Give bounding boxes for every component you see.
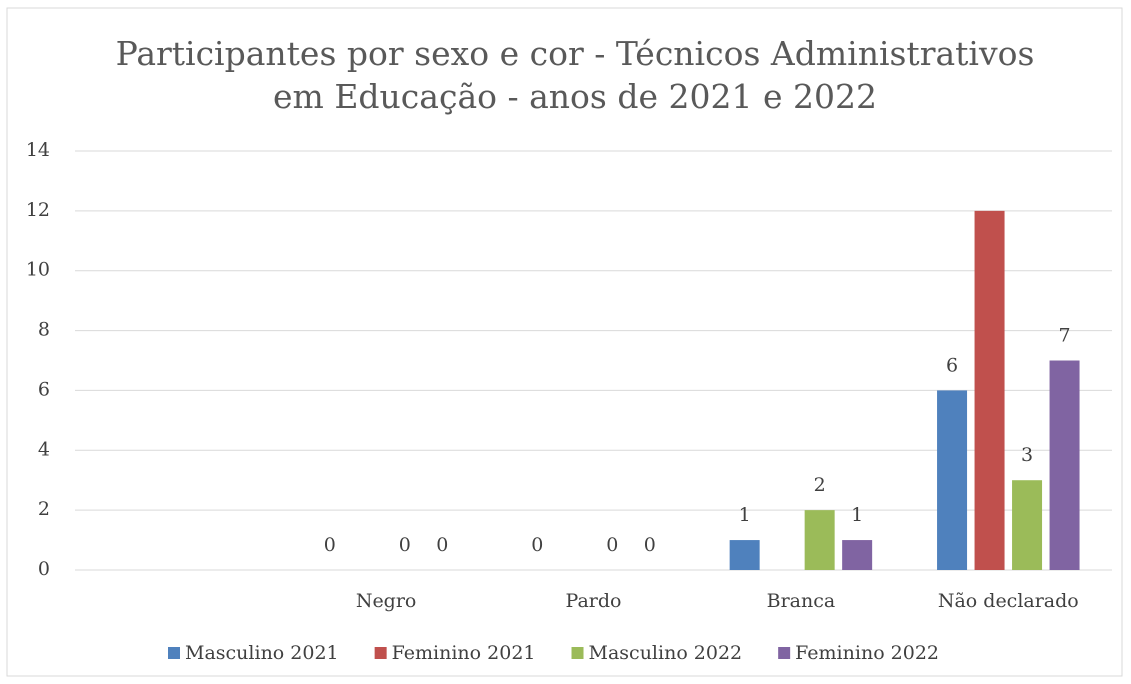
data-label: 3 bbox=[1021, 444, 1033, 466]
bar bbox=[729, 540, 760, 570]
x-tick-label: Pardo bbox=[566, 590, 622, 612]
legend-swatch bbox=[374, 647, 387, 659]
chart-border bbox=[6, 7, 1123, 677]
bar bbox=[804, 510, 835, 570]
x-tick-label: Negro bbox=[356, 590, 417, 612]
y-tick-label: 12 bbox=[26, 199, 50, 221]
bar bbox=[937, 390, 968, 570]
legend-swatch bbox=[778, 647, 791, 659]
legend-swatch bbox=[571, 647, 584, 659]
data-label: 0 bbox=[399, 534, 411, 556]
chart-title: Participantes por sexo e cor - Técnicos … bbox=[116, 34, 1035, 73]
data-label: 1 bbox=[851, 504, 863, 526]
data-label: 0 bbox=[531, 534, 543, 556]
x-tick-label: Não declarado bbox=[938, 590, 1079, 612]
data-label: 7 bbox=[1059, 325, 1071, 347]
data-label: 0 bbox=[606, 534, 618, 556]
x-tick-label: Branca bbox=[767, 590, 836, 612]
bar bbox=[974, 210, 1005, 570]
legend-label: Masculino 2022 bbox=[589, 642, 743, 664]
y-tick-label: 0 bbox=[38, 558, 50, 580]
legend-swatch bbox=[168, 647, 180, 659]
data-label: 6 bbox=[946, 354, 958, 376]
y-tick-label: 14 bbox=[26, 139, 50, 161]
data-label: 1 bbox=[739, 504, 751, 526]
bar bbox=[842, 540, 873, 570]
y-tick-label: 8 bbox=[38, 319, 50, 341]
y-tick-label: 10 bbox=[26, 259, 50, 281]
data-label: 0 bbox=[436, 534, 448, 556]
legend-label: Feminino 2021 bbox=[392, 642, 536, 664]
chart-title: em Educação - anos de 2021 e 2022 bbox=[273, 77, 877, 116]
legend-label: Feminino 2022 bbox=[795, 642, 939, 664]
data-label: 0 bbox=[644, 534, 656, 556]
y-tick-label: 2 bbox=[38, 498, 50, 520]
data-label: 0 bbox=[324, 534, 336, 556]
y-tick-label: 6 bbox=[38, 378, 50, 400]
y-tick-label: 4 bbox=[38, 438, 50, 460]
bar bbox=[1049, 360, 1080, 570]
bar bbox=[1012, 480, 1043, 570]
legend-label: Masculino 2021 bbox=[185, 642, 339, 664]
data-label: 2 bbox=[814, 474, 826, 496]
